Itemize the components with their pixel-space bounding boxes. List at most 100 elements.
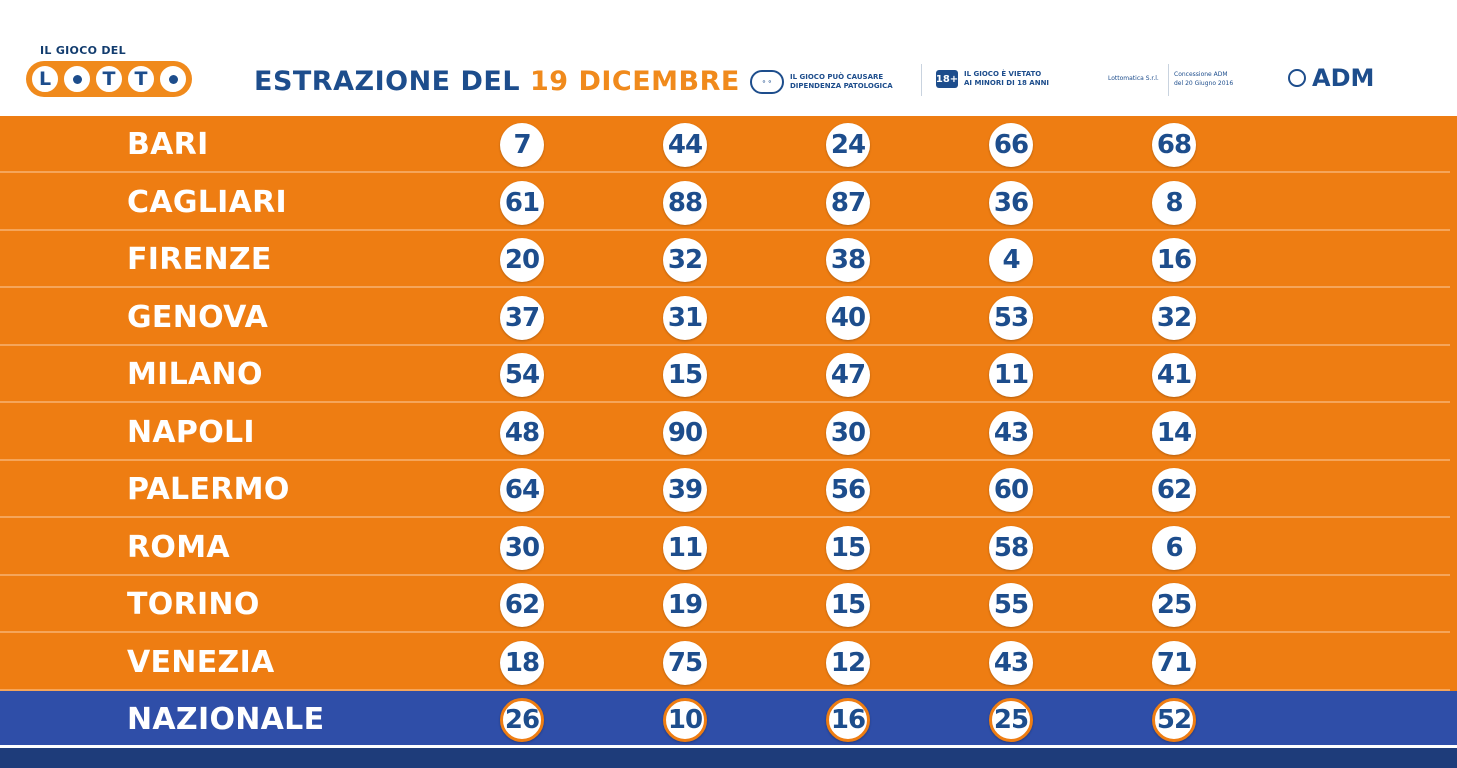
number-ball: 87 [826,180,870,225]
number-ball: 10 [663,698,707,742]
age-notice: 18+ IL GIOCO È VIETATO AI MINORI DI 18 A… [936,70,1049,88]
number-ball: 15 [663,353,707,397]
number-ball: 66 [989,123,1033,167]
divider [921,64,922,96]
logo-ball-o-icon [62,64,92,94]
row-divider [0,631,1450,633]
wheel-name: VENEZIA [127,644,275,680]
table-row: GENOVA 37 31 40 53 32 [0,289,1457,346]
adm-logo: ADM [1288,64,1374,92]
wheel-name: MILANO [127,357,263,392]
logo-tagline: IL GIOCO DEL [40,44,126,57]
wheel-name: GENOVA [127,299,269,335]
logo-balls: L T T [26,61,192,97]
title-prefix: ESTRAZIONE DEL [254,66,530,97]
wheel-name: TORINO [127,587,260,622]
number-ball: 58 [989,525,1033,570]
table-row: NAPOLI 48 90 30 43 14 [0,404,1457,461]
number-ball: 36 [989,180,1033,225]
number-ball: 6 [1152,525,1196,570]
number-ball: 43 [989,640,1033,685]
table-row: TORINO 62 19 15 55 25 [0,576,1457,633]
bottom-bar [0,745,1457,768]
number-ball: 68 [1152,123,1196,167]
table-row: VENEZIA 18 75 12 43 71 [0,634,1457,691]
wheel-name: NAPOLI [127,414,255,450]
number-ball: 31 [663,295,707,340]
divider [1168,64,1169,96]
wheel-name: NAZIONALE [127,702,325,737]
table-row: PALERMO 64 39 56 60 62 [0,461,1457,518]
number-ball: 24 [826,123,870,167]
concession-notice: Concessione ADM del 20 Giugno 2016 [1174,70,1233,88]
number-ball: 38 [826,238,870,282]
table-row: BARI 7 44 24 66 68 [0,116,1457,173]
number-ball: 41 [1152,353,1196,397]
number-ball: 47 [826,353,870,397]
page-title: ESTRAZIONE DEL 19 DICEMBRE [254,66,740,97]
number-ball: 55 [989,583,1033,627]
row-divider [0,458,1450,461]
age-line-1: IL GIOCO È VIETATO [964,70,1042,78]
number-ball: 54 [500,353,544,397]
number-ball: 25 [1152,583,1196,627]
number-ball: 75 [663,640,707,685]
number-ball: 32 [1152,295,1196,340]
number-ball: 52 [1152,698,1196,742]
number-ball: 15 [826,525,870,570]
wheel-name: PALERMO [127,472,290,507]
table-row: FIRENZE 20 32 38 4 16 [0,231,1457,288]
dependency-line-2: DIPENDENZA PATOLOGICA [790,82,893,90]
wheel-name: BARI [127,127,209,162]
number-ball: 25 [989,698,1033,742]
number-ball: 11 [989,353,1033,397]
number-ball: 39 [663,468,707,512]
number-ball: 15 [826,583,870,627]
adm-text: ADM [1312,64,1375,92]
number-ball: 48 [500,410,544,455]
logo-ball-t1: T [94,64,124,94]
age-badge-icon: 18+ [936,70,958,88]
number-ball: 43 [989,410,1033,455]
row-divider [0,171,1450,173]
row-divider [0,228,1450,231]
wheel-name: FIRENZE [127,242,272,277]
operator-notice: Lottomatica S.r.l. [1108,74,1159,83]
concession-line-2: del 20 Giugno 2016 [1174,80,1234,87]
number-ball: 60 [989,468,1033,512]
results-table: BARI 7 44 24 66 68 CAGLIARI 61 88 87 36 8 FIRENZE 20 3… [0,116,1457,768]
number-ball: 19 [663,583,707,627]
lotto-logo: IL GIOCO DEL L T T [26,44,212,108]
table-row: NAZIONALE 26 10 16 25 52 [0,691,1457,748]
logo-ball-o2-icon [158,64,188,94]
number-ball: 61 [500,180,544,225]
row-divider [0,401,1450,403]
number-ball: 88 [663,180,707,225]
number-ball: 71 [1152,640,1196,685]
number-ball: 30 [826,410,870,455]
row-divider [0,516,1450,518]
row-divider [0,573,1450,576]
bottom-divider [0,745,1457,748]
dependency-notice: ⚬⚬ IL GIOCO PUÒ CAUSARE DIPENDENZA PATOL… [750,70,893,94]
number-ball: 40 [826,295,870,340]
number-ball: 64 [500,468,544,512]
number-ball: 26 [500,698,544,742]
number-ball: 11 [663,525,707,570]
age-line-2: AI MINORI DI 18 ANNI [964,79,1050,87]
number-ball: 62 [500,583,544,627]
header: IL GIOCO DEL L T T ESTRAZIONE DEL 19 DIC… [0,0,1457,116]
number-ball: 20 [500,238,544,282]
dependency-line-1: IL GIOCO PUÒ CAUSARE [790,73,884,81]
number-ball: 37 [500,295,544,340]
row-divider [0,343,1450,346]
wheel-name: CAGLIARI [127,184,288,220]
number-ball: 18 [500,640,544,685]
number-ball: 44 [663,123,707,167]
table-row: CAGLIARI 61 88 87 36 8 [0,174,1457,231]
number-ball: 30 [500,525,544,570]
row-divider [0,688,1450,691]
number-ball: 53 [989,295,1033,340]
number-ball: 16 [826,698,870,742]
table-row: ROMA 30 11 15 58 6 [0,519,1457,576]
